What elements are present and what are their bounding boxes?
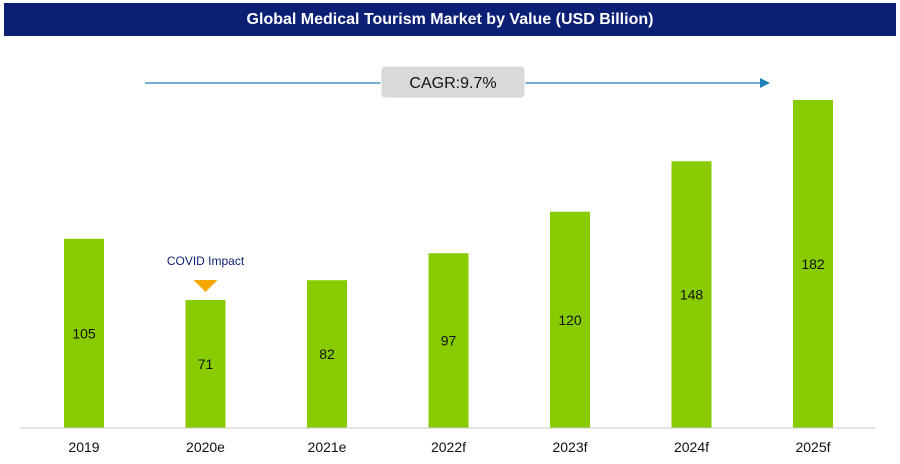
bar-value-label-2024f: 148 [680, 287, 704, 303]
bar-value-label-2019: 105 [72, 325, 96, 341]
covid-impact-label: COVID Impact [167, 254, 245, 268]
bar-2024f [671, 161, 712, 428]
bar-2019 [64, 238, 104, 428]
x-tick-label-2019: 2019 [68, 439, 99, 455]
x-tick-label-2022f: 2022f [431, 439, 466, 455]
bar-2021e [307, 280, 347, 428]
x-tick-label-2023f: 2023f [552, 439, 587, 455]
x-tick-label-2020e: 2020e [186, 439, 225, 455]
x-tick-label-2021e: 2021e [308, 439, 347, 455]
bar-value-label-2023f: 120 [558, 312, 582, 328]
x-tick-labels: 2019 2020e 2021e 2022f 2023f 2024f 2025f [68, 439, 830, 455]
x-tick-label-2024f: 2024f [674, 439, 709, 455]
x-tick-label-2025f: 2025f [795, 439, 830, 455]
bar-2023f [550, 211, 590, 428]
bar-value-label-2025f: 182 [801, 256, 825, 272]
bar-2025f [793, 100, 833, 428]
bar-value-label-2020e: 71 [198, 356, 214, 372]
cagr-label: CAGR:9.7% [409, 75, 496, 92]
cagr-box [380, 65, 526, 99]
covid-impact-marker-icon [193, 280, 218, 293]
cagr-arrow-head [760, 78, 770, 88]
bars-group: 105 71 82 97 120 148 182 [64, 100, 833, 428]
bar-2020e [185, 300, 226, 428]
bar-2022f [428, 253, 469, 428]
bar-value-label-2022f: 97 [441, 333, 457, 349]
bar-value-label-2021e: 82 [319, 346, 335, 362]
chart-title: Global Medical Tourism Market by Value (… [4, 3, 896, 36]
